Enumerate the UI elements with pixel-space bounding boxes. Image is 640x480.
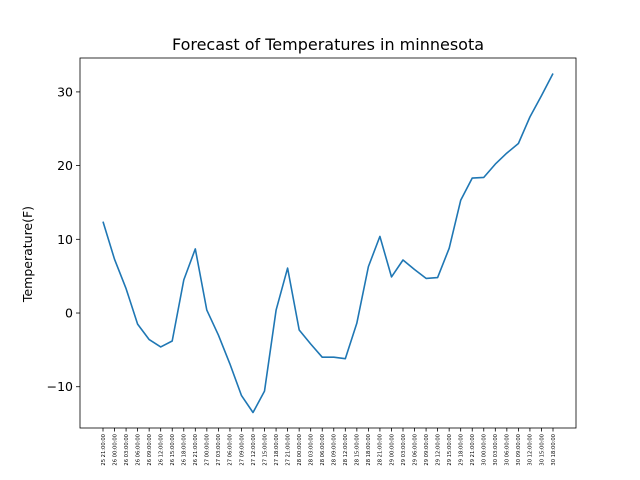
y-tick-label-4: 30 [57,84,73,99]
x-tick-label-5: 26 12:00:00 [158,434,164,466]
x-tick-label-39: 30 18:00:00 [551,434,557,466]
x-tick-label-19: 28 06:00:00 [320,434,326,466]
x-tick-label-14: 27 15:00:00 [262,434,268,466]
x-tick-label-27: 29 06:00:00 [412,434,418,466]
x-tick-label-9: 27 00:00:00 [205,434,211,466]
x-tick-label-32: 29 21:00:00 [470,434,476,466]
y-tick-label-2: 10 [57,232,73,247]
x-tick-label-15: 27 18:00:00 [274,434,280,466]
y-tick-label-0: −10 [47,379,73,394]
x-tick-label-8: 26 21:00:00 [193,434,199,466]
x-tick-label-31: 29 18:00:00 [458,434,464,466]
x-tick-label-20: 28 09:00:00 [332,434,338,466]
x-tick-label-2: 26 03:00:00 [124,434,130,466]
x-tick-label-4: 26 09:00:00 [147,434,153,466]
y-axis-label: Temperature(F) [20,206,35,303]
y-tick-label-3: 20 [57,158,73,173]
x-tick-label-37: 30 12:00:00 [528,434,534,466]
plot-area-frame [79,57,577,429]
x-tick-label-26: 29 03:00:00 [401,434,407,466]
x-tick-label-29: 29 12:00:00 [435,434,441,466]
x-tick-label-34: 30 03:00:00 [493,434,499,466]
x-tick-label-10: 27 03:00:00 [216,434,222,466]
y-tick-label-1: 0 [65,306,73,321]
x-tick-label-17: 28 00:00:00 [297,434,303,466]
x-axis: 25 21:00:00 26 00:00:00 26 03:00:00 26 06:0… [101,428,557,466]
x-tick-label-18: 28 03:00:00 [308,434,314,466]
chart-title: Forecast of Temperatures in minnesota [172,35,484,54]
x-tick-label-35: 30 06:00:00 [505,434,511,466]
x-tick-label-16: 27 21:00:00 [285,434,291,466]
x-tick-label-30: 29 15:00:00 [447,434,453,466]
x-tick-label-6: 26 15:00:00 [170,434,176,466]
x-tick-label-36: 30 09:00:00 [516,434,522,466]
x-tick-label-13: 27 12:00:00 [251,434,257,466]
x-tick-label-7: 26 18:00:00 [182,434,188,466]
x-tick-label-3: 26 06:00:00 [135,434,141,466]
x-tick-label-21: 28 12:00:00 [343,434,349,466]
x-tick-label-22: 28 15:00:00 [355,434,361,466]
x-tick-label-12: 27 09:00:00 [239,434,245,466]
x-tick-label-0: 25 21:00:00 [101,434,107,466]
x-tick-label-25: 29 00:00:00 [389,434,395,466]
x-tick-label-28: 29 09:00:00 [424,434,430,466]
x-tick-label-1: 26 00:00:00 [112,434,118,466]
x-tick-label-33: 30 00:00:00 [482,434,488,466]
temperature-series-line [102,73,554,414]
x-tick-label-38: 30 15:00:00 [539,434,545,466]
x-tick-label-24: 28 21:00:00 [378,434,384,466]
x-tick-label-11: 27 06:00:00 [228,434,234,466]
y-axis: −10 0 10 20 30 [47,84,80,394]
x-tick-label-23: 28 18:00:00 [366,434,372,466]
